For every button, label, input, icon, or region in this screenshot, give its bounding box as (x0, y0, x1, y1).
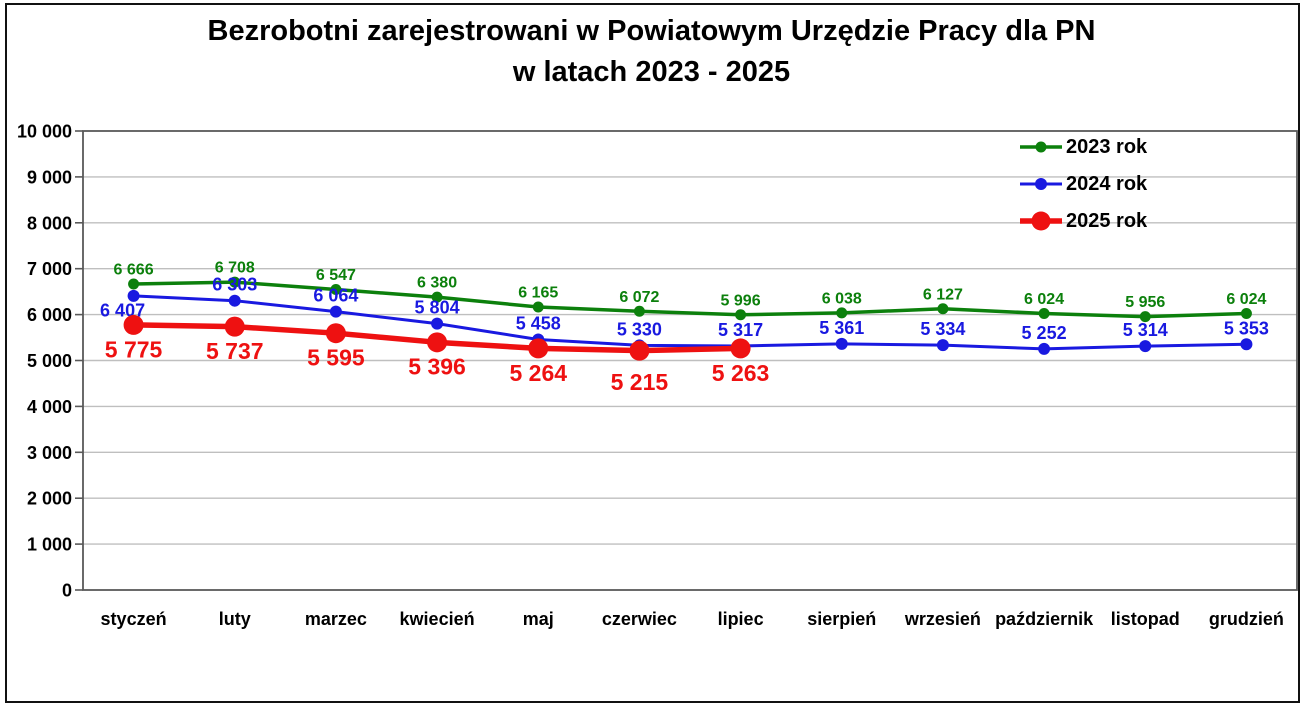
data-point[interactable] (730, 338, 751, 359)
x-axis-label: marzec (305, 609, 367, 629)
data-point[interactable] (229, 276, 241, 288)
y-axis-label: 4 000 (27, 397, 72, 417)
data-point[interactable] (427, 332, 448, 353)
data-label: 5 804 (415, 298, 460, 318)
data-point[interactable] (629, 340, 650, 361)
chart-title-line1: Bezrobotni zarejestrowani w Powiatowym U… (207, 15, 1096, 47)
data-point[interactable] (1038, 342, 1051, 355)
data-point[interactable] (1240, 338, 1253, 351)
data-label: 6 038 (822, 290, 862, 307)
data-label: 6 303 (212, 275, 257, 295)
x-axis-label: styczeń (101, 609, 167, 629)
legend-marker-icon (1020, 211, 1062, 231)
data-point[interactable] (431, 291, 443, 303)
plot-border (82, 130, 1298, 591)
y-axis-label: 10 000 (17, 122, 72, 142)
data-label: 6 064 (313, 286, 358, 306)
legend-item-2023-rok[interactable]: 2023 rok (1018, 135, 1147, 159)
data-point[interactable] (532, 301, 544, 313)
data-point[interactable] (633, 305, 645, 317)
data-point[interactable] (835, 337, 848, 350)
data-label: 5 334 (920, 319, 965, 339)
data-point[interactable] (937, 303, 949, 315)
y-axis-label: 8 000 (27, 213, 72, 233)
x-axis-label: wrzesień (904, 609, 981, 629)
data-point[interactable] (1139, 340, 1152, 353)
legend-item-2025-rok[interactable]: 2025 rok (1018, 209, 1147, 233)
data-point[interactable] (431, 317, 444, 330)
data-point[interactable] (1038, 307, 1050, 319)
data-label: 5 353 (1224, 318, 1269, 338)
y-axis-label: 1 000 (27, 535, 72, 555)
x-axis-label: sierpień (807, 609, 876, 629)
legend: 2023 rok 2024 rok 2025 rok (1018, 135, 1147, 233)
data-label: 5 215 (611, 369, 669, 395)
data-point[interactable] (1240, 307, 1252, 319)
data-point[interactable] (528, 338, 549, 359)
data-label: 5 737 (206, 338, 264, 364)
data-point[interactable] (325, 323, 346, 344)
x-axis-label: lipiec (718, 609, 764, 629)
chart-title: Bezrobotni zarejestrowani w Powiatowym U… (0, 11, 1303, 93)
chart-title-line2: w latach 2023 - 2025 (512, 56, 791, 88)
data-label: 6 024 (1024, 291, 1064, 308)
legend-marker-icon (1020, 178, 1062, 190)
data-label: 5 996 (721, 292, 761, 309)
legend-item-2024-rok[interactable]: 2024 rok (1018, 172, 1147, 196)
data-label: 6 380 (417, 275, 457, 292)
y-axis-label: 2 000 (27, 489, 72, 509)
y-axis-label: 6 000 (27, 305, 72, 325)
x-axis-label: maj (523, 609, 554, 629)
data-label: 6 708 (215, 260, 255, 277)
data-point[interactable] (127, 289, 140, 302)
data-point[interactable] (936, 339, 949, 352)
data-label: 6 666 (114, 262, 154, 279)
data-label: 5 263 (712, 360, 770, 386)
data-label: 5 956 (1125, 294, 1165, 311)
data-point[interactable] (735, 309, 747, 321)
x-axis-label: listopad (1111, 609, 1180, 629)
legend-label: 2023 rok (1066, 135, 1148, 158)
x-axis-label: grudzień (1209, 609, 1284, 629)
y-axis-label: 9 000 (27, 167, 72, 187)
data-point[interactable] (330, 283, 342, 295)
series-line-2023-rok[interactable] (131, 280, 1249, 319)
series-line-2024-rok[interactable] (132, 294, 1248, 351)
legend-marker-icon (1020, 141, 1062, 153)
data-label: 6 024 (1226, 291, 1266, 308)
data-point[interactable] (836, 307, 848, 319)
data-point[interactable] (123, 314, 144, 335)
data-label: 5 314 (1123, 320, 1168, 340)
data-label: 5 775 (105, 336, 163, 362)
legend-label: 2025 rok (1066, 209, 1148, 232)
data-label: 5 264 (509, 360, 567, 386)
x-axis-label: czerwiec (602, 609, 677, 629)
y-axis-label: 3 000 (27, 443, 72, 463)
data-label: 5 317 (718, 320, 763, 340)
data-label: 5 252 (1022, 323, 1067, 343)
data-label: 5 396 (408, 354, 466, 380)
data-label: 5 458 (516, 313, 561, 333)
data-label: 5 330 (617, 319, 662, 339)
data-point[interactable] (1139, 311, 1151, 323)
data-point[interactable] (329, 305, 342, 318)
y-axis-label: 7 000 (27, 259, 72, 279)
data-label: 6 127 (923, 286, 963, 303)
x-axis-label: luty (219, 609, 251, 629)
x-axis-label: kwiecień (400, 609, 475, 629)
x-axis-label: październik (995, 609, 1094, 629)
data-point[interactable] (228, 294, 241, 307)
data-label: 5 595 (307, 345, 365, 371)
y-axis-label: 5 000 (27, 351, 72, 371)
data-label: 6 165 (518, 285, 558, 302)
data-point[interactable] (224, 316, 245, 337)
data-label: 5 361 (819, 318, 864, 338)
data-label: 6 547 (316, 267, 356, 284)
legend-label: 2024 rok (1066, 172, 1148, 195)
y-axis-label: 0 (62, 581, 72, 601)
data-point[interactable] (128, 278, 140, 290)
data-label: 6 072 (619, 289, 659, 306)
